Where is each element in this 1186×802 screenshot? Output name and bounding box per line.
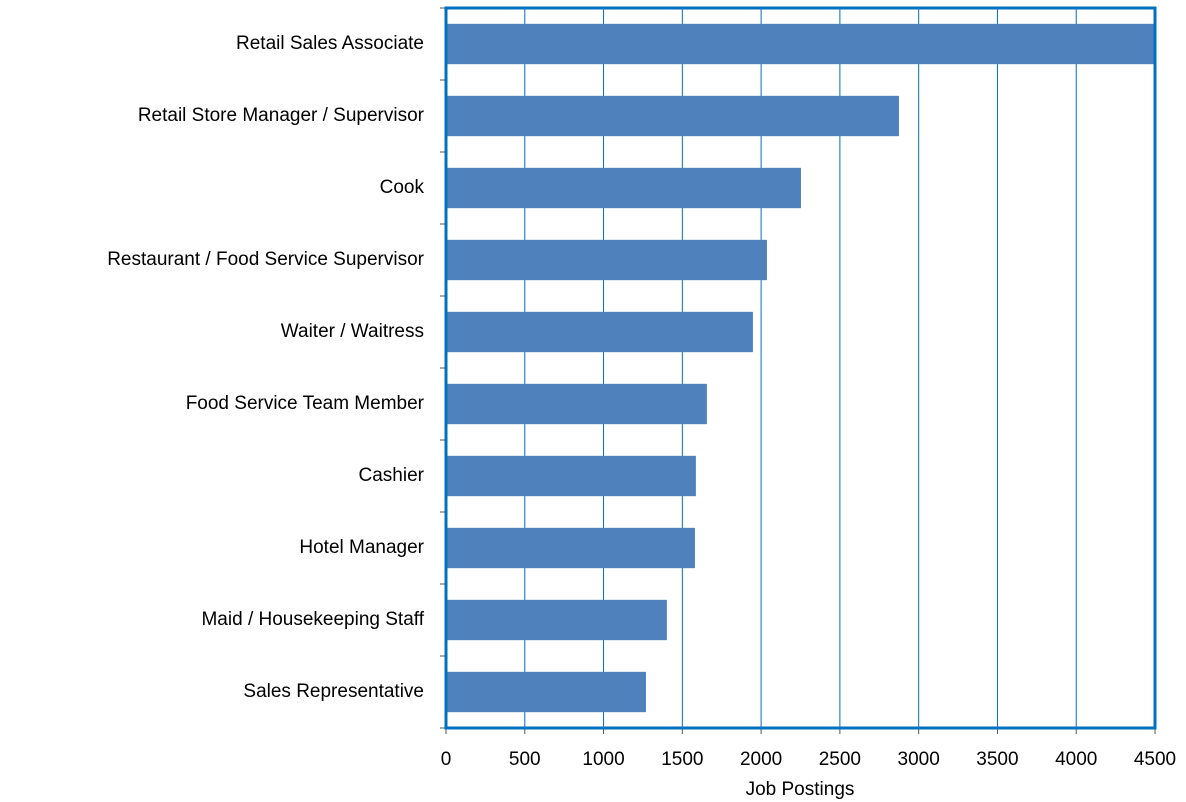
bar (446, 311, 753, 353)
bar (446, 95, 899, 137)
plot-frame (444, 6, 1157, 730)
bar (446, 167, 801, 209)
y-tick-label: Retail Sales Associate (236, 33, 424, 54)
x-tick-label: 0 (441, 749, 452, 770)
x-tick-label: 2500 (819, 749, 861, 770)
x-tick-label: 500 (509, 749, 541, 770)
bar (446, 239, 767, 281)
x-tick-label: 4000 (1055, 749, 1097, 770)
y-tick-label: Food Service Team Member (186, 393, 425, 414)
x-axis-title: Job Postings (746, 779, 855, 800)
x-tick-label: 2000 (740, 749, 782, 770)
x-tick-label: 4500 (1134, 749, 1176, 770)
y-tick-label: Sales Representative (243, 681, 424, 702)
bar (446, 527, 695, 569)
y-tick-label: Restaurant / Food Service Supervisor (107, 249, 424, 270)
y-tick-label: Retail Store Manager / Supervisor (138, 105, 425, 126)
y-tick-label: Cashier (359, 465, 425, 486)
x-tick-label: 1500 (661, 749, 703, 770)
y-tick-label: Maid / Housekeeping Staff (201, 609, 424, 630)
y-tick-label: Hotel Manager (299, 537, 424, 558)
bar (446, 599, 667, 641)
y-tick-label: Waiter / Waitress (281, 321, 424, 342)
y-tick-label: Cook (380, 177, 425, 198)
x-tick-label: 3000 (898, 749, 940, 770)
bar (446, 383, 707, 425)
x-tick-label: 3500 (976, 749, 1018, 770)
bar (446, 455, 696, 497)
bar (446, 671, 646, 713)
bar (446, 23, 1155, 65)
x-tick-label: 1000 (582, 749, 624, 770)
